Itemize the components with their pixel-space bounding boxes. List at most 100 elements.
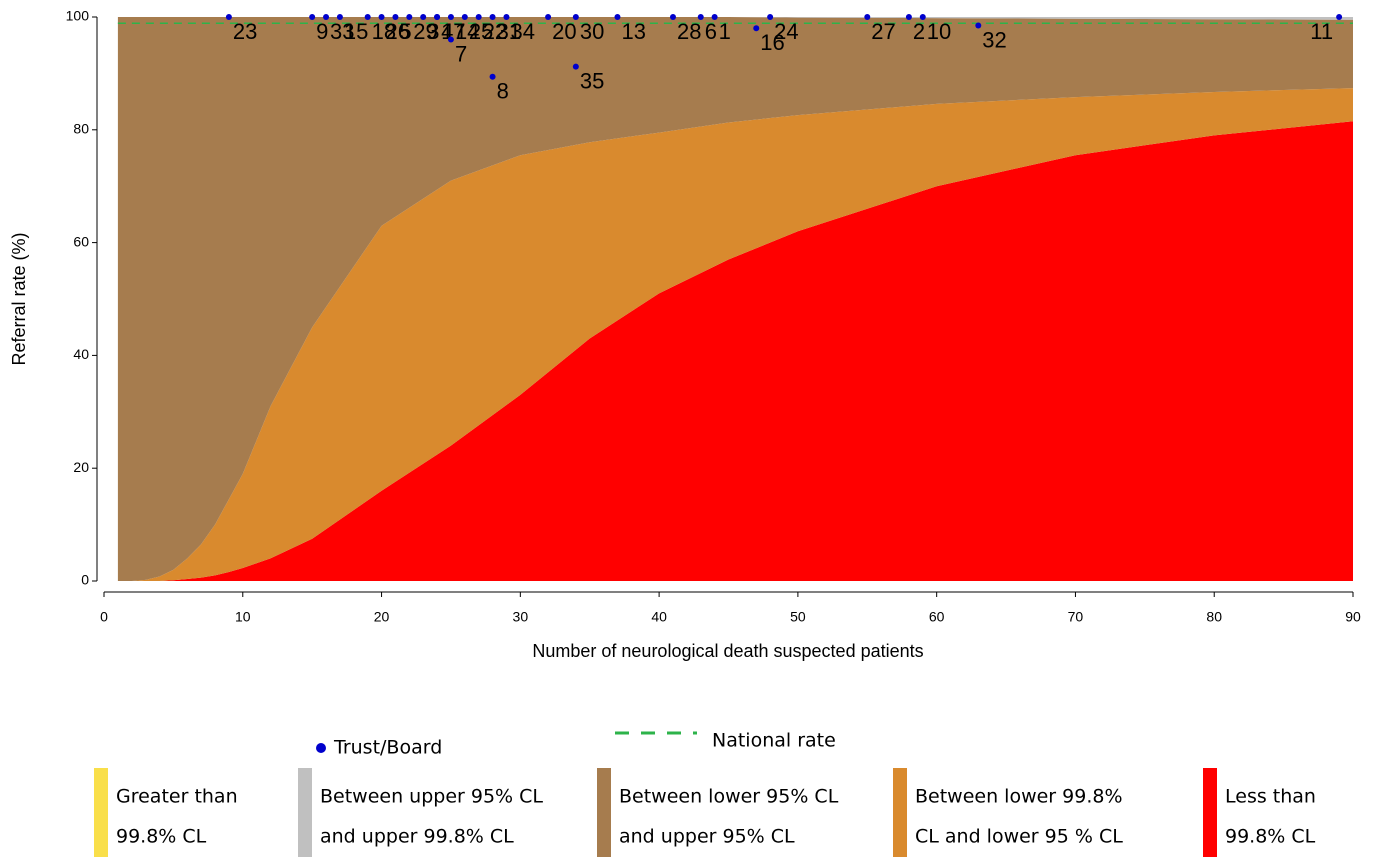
point-label: 14: [455, 19, 479, 44]
legend-swatch: [298, 768, 312, 857]
y-tick-label: 80: [73, 121, 89, 137]
x-tick-label: 40: [651, 609, 667, 625]
trust-point: [503, 14, 510, 20]
x-tick-label: 70: [1068, 609, 1084, 625]
point-label: 27: [871, 19, 895, 44]
trust-point: [378, 14, 385, 20]
point-label: 15: [344, 19, 368, 44]
point-label: 23: [233, 19, 257, 44]
trust-point: [753, 25, 760, 32]
point-label: 25: [469, 19, 493, 44]
y-tick-label: 60: [73, 233, 89, 249]
point-label: 18: [372, 19, 396, 44]
trust-point: [975, 22, 982, 29]
trust-point: [919, 14, 926, 20]
legend-label: Less than: [1225, 786, 1316, 808]
point-label: 35: [580, 68, 604, 93]
x-tick-label: 60: [929, 609, 945, 625]
trust-point: [545, 14, 552, 20]
trust-point: [1336, 14, 1343, 20]
y-axis-title: Referral rate (%): [9, 232, 29, 365]
legend-label: 99.8% CL: [116, 826, 207, 848]
point-label: 24: [774, 19, 798, 44]
y-tick-label: 0: [81, 572, 89, 588]
trust-point: [225, 14, 232, 20]
trust-point: [323, 14, 330, 20]
x-tick-label: 80: [1206, 609, 1222, 625]
point-label: 31: [497, 19, 521, 44]
x-tick-label: 10: [235, 609, 251, 625]
point-label: 34: [510, 19, 534, 44]
trust-point: [572, 14, 579, 20]
legend-swatch: [597, 768, 611, 857]
legend-label: National rate: [712, 730, 836, 752]
trust-point: [697, 14, 704, 20]
point-label: 7: [455, 41, 467, 66]
point-label: 20: [552, 19, 576, 44]
legend-marker: [316, 743, 326, 753]
point-label: 28: [677, 19, 701, 44]
trust-point: [475, 14, 482, 20]
legend-swatch: [94, 768, 108, 857]
point-label: 16: [760, 30, 784, 55]
trust-point: [461, 14, 468, 20]
y-tick-label: 100: [66, 8, 90, 24]
band-area: [117, 17, 1353, 20]
x-tick-label: 0: [100, 609, 108, 625]
trust-point: [572, 63, 579, 70]
point-label: 1: [719, 19, 731, 44]
x-tick-label: 30: [513, 609, 529, 625]
x-tick-label: 90: [1345, 609, 1361, 625]
x-axis-title: Number of neurological death suspected p…: [532, 641, 923, 661]
trust-point: [489, 14, 496, 20]
point-label: 13: [621, 19, 645, 44]
point-label: 26: [386, 19, 410, 44]
point-label: 29: [413, 19, 437, 44]
point-label: 32: [982, 27, 1006, 52]
legend-label: Between upper 95% CL: [320, 786, 543, 808]
trust-point: [767, 14, 774, 20]
point-label: 8: [497, 79, 509, 104]
x-tick-label: 50: [790, 609, 806, 625]
point-label: 3: [427, 19, 439, 44]
x-tick-label: 20: [374, 609, 390, 625]
point-label: 6: [705, 19, 717, 44]
legend-label: and upper 99.8% CL: [320, 826, 514, 848]
point-label: 22: [483, 19, 507, 44]
y-tick-label: 40: [73, 346, 89, 362]
trust-point: [309, 14, 316, 20]
legend-label: CL and lower 95 % CL: [915, 826, 1123, 848]
legend-label: Trust/Board: [333, 737, 442, 759]
point-label: 5: [399, 19, 411, 44]
legend-swatch: [893, 768, 907, 857]
point-label: 33: [330, 19, 354, 44]
legend-label: Between lower 99.8%: [915, 786, 1123, 808]
trust-point: [489, 73, 496, 80]
trust-point: [614, 14, 621, 20]
band-area: [117, 121, 1353, 582]
trust-point: [392, 14, 399, 20]
trust-point: [364, 14, 371, 20]
legend-label: 99.8% CL: [1225, 826, 1316, 848]
legend-label: Greater than: [116, 786, 238, 808]
point-label: 11: [1310, 19, 1333, 44]
legend-swatch: [1203, 768, 1217, 857]
point-label: 10: [927, 19, 951, 44]
point-label: 2: [913, 19, 925, 44]
point-label: 9: [316, 19, 328, 44]
trust-point: [420, 14, 427, 20]
legend-label: and upper 95% CL: [619, 826, 795, 848]
band-area: [117, 88, 1353, 581]
trust-point: [905, 14, 912, 20]
trust-point: [669, 14, 676, 20]
trust-point: [336, 14, 343, 20]
legend-label: Between lower 95% CL: [619, 786, 839, 808]
point-label: 30: [580, 19, 604, 44]
trust-point: [447, 14, 454, 20]
trust-point: [434, 14, 441, 20]
band-area: [117, 17, 1353, 581]
trust-point: [711, 14, 718, 20]
y-tick-label: 20: [73, 459, 89, 475]
trust-point: [447, 36, 454, 43]
